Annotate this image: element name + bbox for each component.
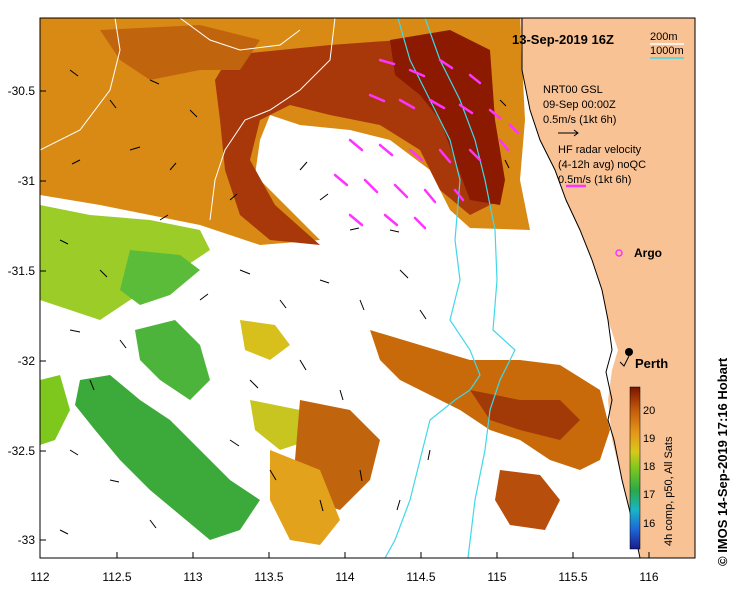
gsl-legend-line3: 0.5m/s (1kt 6h) (543, 114, 616, 126)
sst-yellow-patch-2 (250, 400, 310, 450)
contour-white-3 (179, 18, 301, 51)
y-tick--32: -32 (18, 354, 36, 368)
contour-legend: 200m 1000m (650, 31, 684, 59)
x-tick-115: 115 (487, 570, 506, 584)
y-tick--32.5: -32.5 (8, 444, 36, 458)
colorbar-tick-17: 17 (643, 489, 655, 501)
x-tick-112.5: 112.5 (102, 570, 131, 584)
x-tick-113.5: 113.5 (254, 570, 283, 584)
sst-warm-south-east2 (495, 470, 560, 530)
sst-cool-west-2 (120, 250, 200, 305)
sst-hot-southeast (470, 390, 580, 440)
radar-legend-line1: HF radar velocity (558, 144, 642, 156)
contour-white-2 (209, 18, 336, 221)
y-tick--30.5: -30.5 (8, 84, 36, 98)
y-tick--31.5: -31.5 (8, 264, 36, 278)
x-tick-112: 112 (30, 570, 49, 584)
y-tick--33: -33 (18, 533, 36, 547)
y-axis: -30.5 -31 -31.5 -32 -32.5 -33 (8, 84, 46, 547)
colorbar-tick-16: 16 (643, 518, 655, 530)
colorbar: 20 19 18 17 16 4h comp, p50, All Sats (629, 386, 675, 550)
sst-cool-west (40, 205, 210, 320)
gsl-legend: NRT00 GSL 09-Sep 00:00Z 0.5m/s (1kt 6h) (543, 84, 616, 137)
x-tick-114.5: 114.5 (406, 570, 435, 584)
y-tick--31: -31 (18, 174, 36, 188)
argo-marker: Argo (615, 246, 662, 260)
map-plot-area (40, 18, 695, 558)
radar-legend-line3: 0.5m/s (1kt 6h) (558, 174, 631, 186)
contour-label-200m: 200m (650, 31, 678, 43)
argo-label: Argo (634, 246, 662, 260)
sst-warm-nw (100, 25, 260, 80)
radar-legend: HF radar velocity (4-12h avg) noQC 0.5m/… (558, 144, 646, 188)
sst-mild-south (270, 450, 340, 545)
gsl-current-arrows (59, 69, 510, 535)
x-tick-114: 114 (335, 570, 354, 584)
x-tick-113: 113 (183, 570, 202, 584)
contour-white-1 (40, 18, 121, 151)
contour-1000m (384, 18, 481, 558)
x-axis: 112 112.5 113 113.5 114 114.5 115 115.5 … (30, 552, 659, 584)
sst-cool-center (135, 320, 210, 400)
map-title: 13-Sep-2019 16Z (512, 32, 614, 47)
radar-legend-line2: (4-12h avg) noQC (558, 159, 646, 171)
colorbar-bar (629, 386, 641, 550)
sst-cool-mid (40, 375, 70, 445)
gsl-legend-line1: NRT00 GSL (543, 84, 603, 96)
colorbar-tick-20: 20 (643, 405, 655, 417)
credit-text: © IMOS 14-Sep-2019 17:16 Hobart (715, 357, 730, 566)
x-tick-115.5: 115.5 (558, 570, 587, 584)
sst-cool-sw (75, 375, 260, 540)
colorbar-tick-19: 19 (643, 433, 655, 445)
gsl-legend-line2: 09-Sep 00:00Z (543, 99, 616, 111)
sst-yellow-patch (240, 320, 290, 360)
x-tick-116: 116 (639, 570, 658, 584)
perth-marker: Perth (619, 348, 668, 371)
plot-frame (39, 17, 696, 559)
colorbar-label: 4h comp, p50, All Sats (663, 436, 675, 546)
colorbar-tick-18: 18 (643, 461, 655, 473)
coastline (521, 18, 641, 558)
hf-radar-arrows (333, 58, 520, 230)
land-australia (520, 18, 695, 558)
contour-label-1000m: 1000m (650, 45, 684, 57)
perth-label: Perth (635, 356, 668, 371)
